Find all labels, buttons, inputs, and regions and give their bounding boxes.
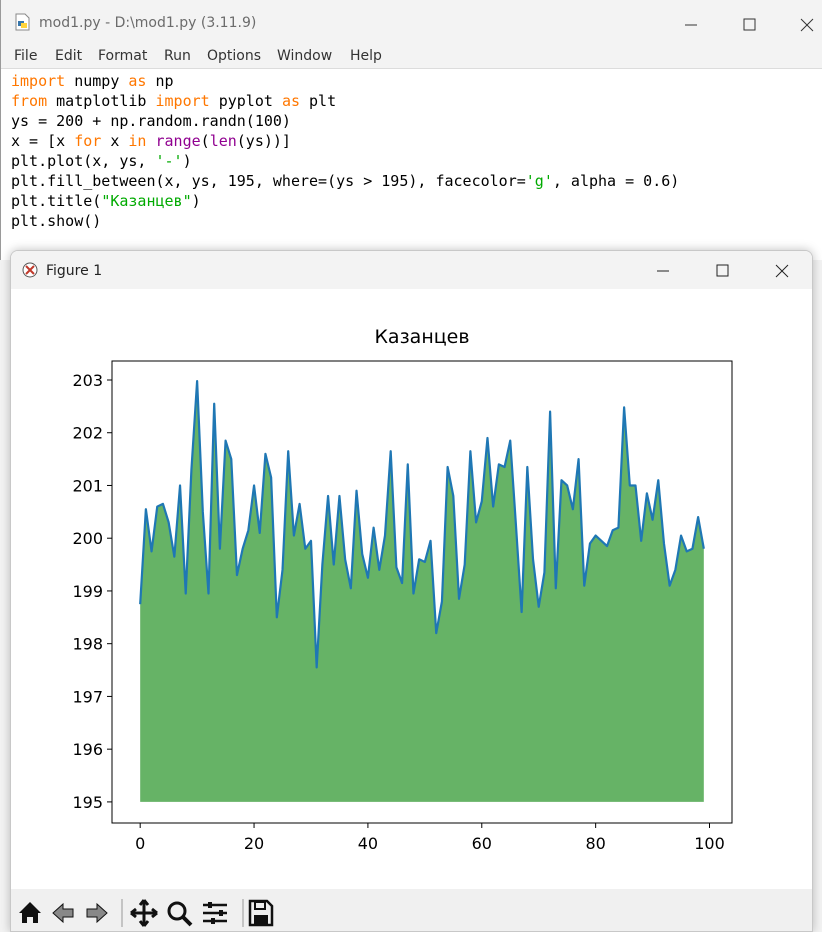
code-token: import (155, 92, 210, 110)
menu-bar: File Edit Format Run Options Window Help (1, 40, 822, 69)
code-token: plt.fill_between(x, ys, 195, where=(ys >… (11, 172, 526, 190)
code-token: range (155, 132, 201, 150)
code-token: from (11, 92, 48, 110)
code-token: import (11, 72, 66, 90)
configure-button[interactable] (203, 902, 227, 924)
code-token: '-' (155, 152, 183, 170)
code-line: from matplotlib import pyplot as plt (11, 91, 679, 111)
zoom-button[interactable] (167, 901, 193, 927)
code-line: plt.title("Казанцев") (11, 191, 679, 211)
code-token: as (128, 72, 147, 90)
y-tick-label: 196 (72, 740, 103, 759)
y-tick-label: 197 (72, 687, 103, 706)
code-token: (ys))] (236, 132, 291, 150)
code-token: len (209, 132, 237, 150)
python-file-icon (15, 13, 30, 31)
window-title: Figure 1 (46, 263, 103, 279)
code-token: x (101, 132, 129, 150)
back-button[interactable] (52, 902, 74, 924)
menu-item[interactable]: File (14, 48, 38, 64)
code-token: in (128, 132, 147, 150)
code-line: ys = 200 + np.random.randn(100) (11, 111, 679, 131)
chart-title: Казанцев (374, 326, 469, 348)
title-bar: Figure 1 (11, 251, 812, 289)
forward-button[interactable] (86, 902, 108, 924)
x-tick-label: 20 (244, 834, 264, 853)
y-tick-label: 199 (72, 582, 103, 601)
code-area: import numpy as np from matplotlib import… (11, 71, 679, 231)
y-tick-label: 200 (72, 529, 103, 548)
fill-area (140, 381, 704, 802)
save-button[interactable] (248, 899, 274, 927)
code-token: pyplot (209, 92, 282, 110)
code-line: plt.plot(x, ys, '-') (11, 151, 679, 171)
menu-item[interactable]: Window (277, 48, 333, 64)
code-token: np (146, 72, 174, 90)
x-tick-label: 40 (358, 834, 378, 853)
code-line: x = [x for x in range(len(ys))] (11, 131, 679, 151)
code-token: plt.title( (11, 192, 102, 210)
toolbar (11, 889, 812, 931)
code-token: numpy (65, 72, 129, 90)
data-line (139, 379, 705, 669)
axes-frame (111, 360, 733, 824)
figure-window: Figure 1 Казанцев 195 196 197 198 199 200 201 2… (10, 250, 813, 932)
y-tick-label: 195 (72, 793, 103, 812)
code-token: plt (300, 92, 337, 110)
code-token: ) (191, 192, 201, 210)
menu-item[interactable]: Options (207, 48, 262, 64)
code-token: plt.plot(x, ys, (11, 152, 156, 170)
code-token: ys = 200 + np.random.randn(100) (11, 112, 291, 130)
code-token: 'g' (525, 172, 553, 190)
code-line: plt.fill_between(x, ys, 195, where=(ys >… (11, 171, 679, 191)
code-token: matplotlib (47, 92, 156, 110)
window-controls[interactable] (651, 259, 811, 283)
code-token: ) (182, 152, 192, 170)
chart: Казанцев 195 196 197 198 199 200 201 202 203 0 20 4… (11, 289, 811, 889)
x-tick-label: 80 (585, 834, 605, 853)
toolbar-icons (19, 899, 274, 927)
code-token: "Казанцев" (101, 192, 192, 210)
code-token: ( (200, 132, 210, 150)
home-button[interactable] (19, 902, 41, 923)
figure-icon (22, 262, 38, 278)
editor-window: mod1.py - D:\mod1.py (3.11.9) File Edit Fo… (0, 0, 822, 260)
title-bar: mod1.py - D:\mod1.py (3.11.9) (1, 0, 822, 40)
window-controls[interactable] (673, 10, 822, 40)
code-line: import numpy as np (11, 71, 679, 91)
code-token: x = [x (11, 132, 75, 150)
menu-item[interactable]: Run (164, 48, 191, 64)
y-tick-label: 198 (72, 635, 103, 654)
code-token: for (74, 132, 102, 150)
code-token: plt.show() (11, 212, 102, 230)
code-line: plt.show() (11, 211, 679, 231)
y-tick-label: 202 (72, 424, 103, 443)
code-token (146, 132, 155, 150)
x-tick-label: 0 (135, 834, 145, 853)
code-token: as (281, 92, 300, 110)
y-tick-label: 201 (72, 476, 103, 495)
menu-item[interactable]: Help (350, 48, 382, 64)
window-title: mod1.py - D:\mod1.py (3.11.9) (39, 15, 257, 31)
y-tick-label: 203 (72, 371, 103, 390)
x-tick-label: 60 (472, 834, 492, 853)
menu-item[interactable]: Format (98, 48, 148, 64)
pan-button[interactable] (130, 899, 158, 927)
code-token: , alpha = 0.6) (552, 172, 680, 190)
menu-item[interactable]: Edit (55, 48, 83, 64)
x-tick-label: 100 (694, 834, 725, 853)
